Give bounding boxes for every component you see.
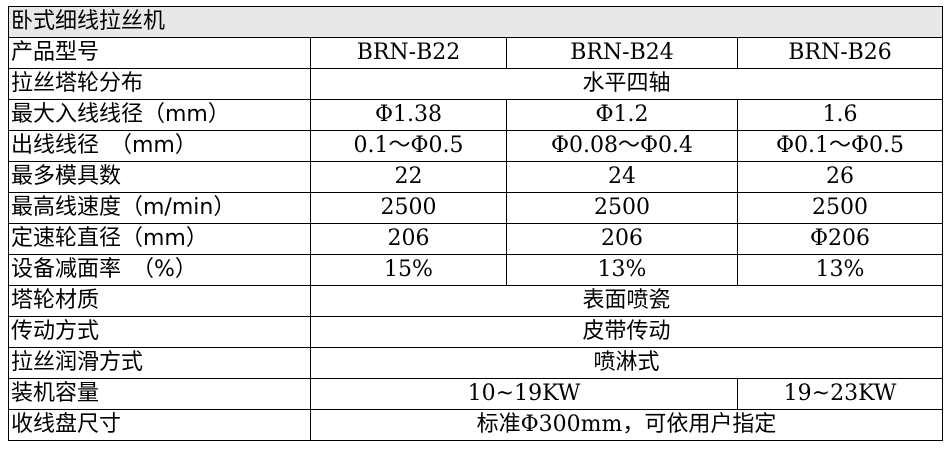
row-value: Φ206 [736,223,944,255]
row-value: 喷淋式 [309,347,944,379]
row-value: 表面喷瓷 [309,285,944,317]
row-value: 2500 [310,192,507,224]
row-value: 13% [736,254,944,286]
table-row: 拉丝润滑方式 喷淋式 [8,347,944,379]
row-label: 最高线速度（m/min） [8,192,311,224]
table-row: 传动方式 皮带传动 [8,316,944,348]
row-value: 22 [310,161,507,193]
row-label: 定速轮直径（mm） [8,223,311,255]
table-row: 产品型号 BRN-B22 BRN-B24 BRN-B26 [8,37,944,69]
row-label: 传动方式 [8,316,311,348]
row-value: 10~19KW [310,378,738,410]
row-label: 拉丝润滑方式 [8,347,311,379]
row-value: Φ1.38 [310,99,507,131]
row-value: 2500 [506,192,738,224]
table-row: 最多模具数 22 24 26 [8,161,944,193]
table-title: 卧式细线拉丝机 [7,6,944,38]
row-value: 水平四轴 [309,68,944,100]
row-label: 最大入线线径（mm） [8,99,311,131]
row-value: 13% [506,254,738,286]
table-row: 设备减面率 （%） 15% 13% 13% [8,254,944,286]
row-label: 设备减面率 （%） [8,254,311,286]
row-label: 产品型号 [8,37,311,69]
row-value: Φ0.08～Φ0.4 [506,130,738,162]
table-row: 最高线速度（m/min） 2500 2500 2500 [8,192,944,224]
row-value: 26 [736,161,944,193]
row-value: 1.6 [736,99,944,131]
row-value: 2500 [736,192,944,224]
spec-table: 卧式细线拉丝机 产品型号 BRN-B22 BRN-B24 BRN-B26 拉丝塔轮分布水… [7,6,944,441]
row-label: 拉丝塔轮分布 [8,68,311,100]
row-value: 15% [310,254,507,286]
row-label: 最多模具数 [8,161,311,193]
table-row: 出线线径 （mm） 0.1～Φ0.5 Φ0.08～Φ0.4 Φ0.1～Φ0.5 [8,130,944,162]
table-row: 收线盘尺寸 标准Φ300mm，可依用户指定 [8,409,944,441]
row-value: 标准Φ300mm，可依用户指定 [309,409,944,441]
title-row: 卧式细线拉丝机 [7,6,944,38]
row-value: 19~23KW [736,378,944,410]
row-value: 206 [310,223,507,255]
row-value: BRN-B22 [310,37,507,69]
table-row: 装机容量 10~19KW 19~23KW [8,378,944,410]
table-row: 最大入线线径（mm） Φ1.38 Φ1.2 1.6 [8,99,944,131]
table-row: 定速轮直径（mm） 206 206 Φ206 [8,223,944,255]
row-label: 出线线径 （mm） [8,130,311,162]
row-label: 收线盘尺寸 [8,409,311,441]
row-value: 0.1～Φ0.5 [310,130,507,162]
row-value: 皮带传动 [309,316,944,348]
row-label: 塔轮材质 [8,285,311,317]
row-value: BRN-B26 [736,37,944,69]
table-row: 塔轮材质 表面喷瓷 [8,285,944,317]
row-value: Φ0.1～Φ0.5 [736,130,944,162]
table-row: 拉丝塔轮分布 水平四轴 [8,68,944,100]
row-label: 装机容量 [8,378,311,410]
row-value: 24 [506,161,738,193]
row-value: 206 [506,223,738,255]
row-value: Φ1.2 [506,99,738,131]
row-value: BRN-B24 [506,37,738,69]
